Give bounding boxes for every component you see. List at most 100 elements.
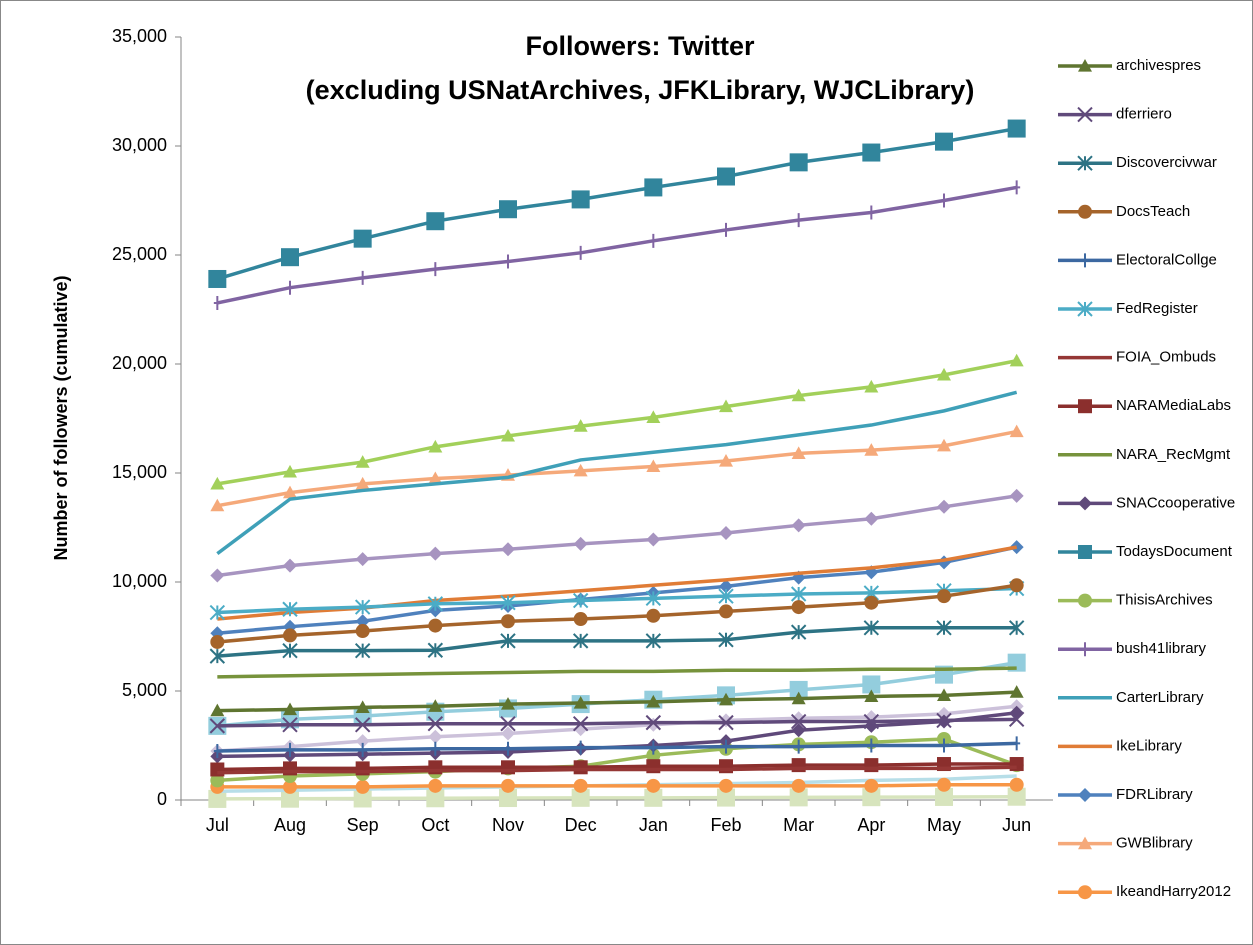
marker — [281, 248, 299, 267]
marker — [501, 726, 515, 741]
marker — [571, 788, 590, 807]
marker — [354, 642, 371, 659]
marker — [790, 586, 807, 602]
marker — [646, 608, 661, 623]
marker — [867, 205, 875, 220]
marker — [573, 722, 588, 737]
series — [210, 353, 1024, 490]
legend-label: NARA_RecMgmt — [1116, 446, 1231, 463]
marker — [649, 233, 657, 248]
marker — [937, 777, 951, 792]
marker — [504, 254, 512, 269]
line — [216, 185, 1017, 305]
marker — [722, 739, 730, 754]
chart-title: Followers: Twitter — [525, 31, 755, 61]
marker — [717, 788, 735, 807]
marker — [646, 694, 661, 708]
marker — [719, 692, 733, 706]
marker — [1013, 736, 1021, 751]
marker — [864, 443, 879, 456]
legend-item: Discovercivwar — [1058, 154, 1217, 171]
marker — [210, 773, 225, 788]
legend-item: NARA_RecMgmt — [1058, 446, 1231, 463]
marker — [937, 499, 951, 514]
marker — [937, 688, 951, 701]
marker — [573, 760, 588, 775]
marker — [789, 788, 808, 807]
marker — [791, 600, 806, 615]
legend-item: GWBlibrary — [1058, 835, 1193, 852]
marker — [1013, 180, 1021, 195]
legend-label: SNACcooperative — [1116, 494, 1235, 511]
marker — [572, 633, 589, 649]
legend-item: SNACcooperative — [1058, 494, 1235, 511]
marker — [1009, 488, 1024, 503]
marker — [791, 723, 806, 738]
legend-label: TodaysDocument — [1116, 543, 1233, 560]
marker — [283, 702, 297, 716]
marker — [1077, 155, 1093, 171]
legend-item: ElectoralCollge — [1058, 251, 1217, 268]
marker — [359, 742, 367, 757]
marker — [795, 213, 803, 228]
marker — [282, 642, 298, 659]
series — [210, 424, 1024, 512]
legend-label: GWBlibrary — [1116, 835, 1193, 852]
legend-label: Discovercivwar — [1116, 154, 1217, 171]
marker — [500, 715, 516, 732]
marker — [359, 270, 367, 285]
marker — [1078, 788, 1092, 802]
y-tick-label: 20,000 — [112, 353, 167, 373]
marker — [213, 743, 221, 758]
line — [216, 390, 1018, 556]
legend-item: FedRegister — [1058, 300, 1198, 317]
marker — [719, 604, 733, 619]
marker — [936, 712, 952, 729]
marker — [499, 200, 517, 219]
marker — [791, 691, 806, 705]
marker — [501, 542, 515, 557]
marker — [428, 618, 443, 633]
legend-item: FOIA_Ombuds — [1058, 349, 1216, 366]
marker — [427, 642, 444, 658]
marker — [1008, 620, 1025, 636]
marker — [646, 459, 661, 473]
marker — [722, 222, 730, 237]
legend-item: TodaysDocument — [1058, 543, 1233, 560]
marker — [208, 269, 227, 288]
x-tick-label: Apr — [857, 815, 885, 835]
marker — [1009, 353, 1024, 367]
legend-label: FDRLibrary — [1116, 786, 1193, 803]
marker — [718, 588, 734, 604]
marker — [573, 695, 588, 709]
marker — [504, 741, 512, 756]
marker — [864, 689, 879, 703]
line — [217, 717, 1017, 728]
marker — [1077, 301, 1093, 317]
marker — [646, 532, 661, 547]
legend-label: CarterLibrary — [1116, 689, 1204, 706]
series — [210, 685, 1024, 717]
marker — [789, 680, 808, 699]
marker — [1081, 253, 1089, 268]
marker — [862, 675, 881, 694]
marker — [499, 789, 517, 808]
series — [208, 787, 1026, 808]
marker — [645, 633, 662, 649]
marker — [210, 498, 225, 512]
legend-item: IkeLibrary — [1058, 737, 1182, 754]
line — [217, 704, 1017, 753]
y-tick-label: 10,000 — [112, 571, 167, 591]
marker — [577, 245, 585, 260]
x-tick-label: Sep — [347, 815, 379, 835]
marker — [573, 536, 588, 551]
legend-item: DocsTeach — [1058, 203, 1190, 220]
marker — [571, 190, 590, 209]
marker — [286, 742, 294, 757]
marker — [937, 367, 951, 381]
marker — [1009, 424, 1024, 438]
marker — [791, 518, 806, 533]
legend-label: ElectoralCollge — [1116, 251, 1217, 268]
line — [217, 765, 1017, 775]
